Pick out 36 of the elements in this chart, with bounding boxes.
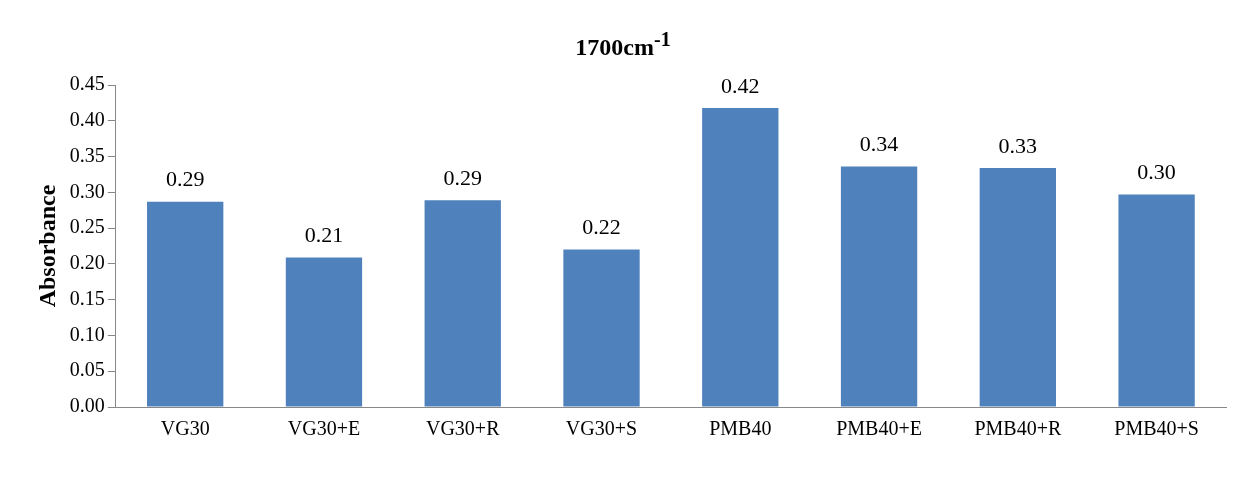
data-label: 0.34 (859, 131, 899, 157)
x-tick-label: VG30 (160, 417, 210, 440)
bar (563, 249, 640, 407)
data-label: 0.42 (721, 72, 760, 98)
data-label: 0.21 (304, 222, 344, 248)
y-axis-title: Absorbance (33, 184, 60, 308)
y-tick-label: 0.15 (69, 286, 105, 309)
x-tick-label: PMB40+S (1114, 417, 1199, 440)
y-tick-label: 0.30 (69, 179, 105, 202)
x-tick-label: PMB40 (709, 417, 772, 440)
bar (979, 168, 1056, 407)
x-tick-label: VG30+R (425, 417, 501, 440)
x-tick-label: VG30+E (287, 417, 361, 440)
data-label: 0.22 (582, 214, 621, 240)
y-tick-label: 0.25 (69, 215, 105, 238)
x-tick-label: PMB40+R (974, 417, 1062, 440)
chart-title: 1700cm$^{-1}$ (574, 28, 672, 61)
data-label: 0.29 (443, 164, 482, 190)
bar (147, 201, 224, 407)
x-tick-label: VG30+S (565, 417, 638, 440)
y-tick-label: 0.35 (69, 143, 105, 166)
bar (702, 107, 779, 407)
data-label: 0.30 (1137, 159, 1176, 185)
y-tick-label: 0.45 (69, 72, 105, 95)
bar (285, 257, 363, 407)
y-tick-label: 0.05 (69, 358, 105, 381)
bar (424, 200, 501, 407)
bar (840, 166, 918, 407)
y-tick-label: 0.40 (69, 108, 105, 131)
data-label: 0.29 (165, 166, 205, 192)
y-tick-label: 0.00 (69, 394, 105, 417)
y-tick-label: 0.20 (69, 251, 105, 274)
x-tick-label: PMB40+E (836, 417, 922, 440)
bar (1118, 194, 1195, 407)
data-label: 0.33 (998, 132, 1038, 158)
y-tick-label: 0.10 (69, 322, 105, 345)
